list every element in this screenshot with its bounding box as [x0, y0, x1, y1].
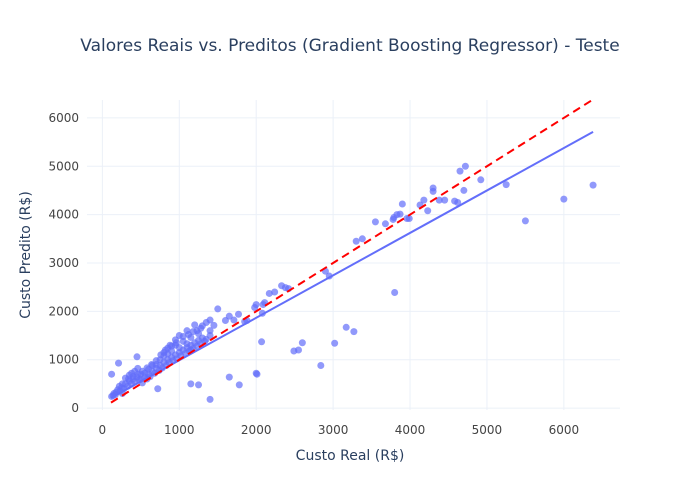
- data-point: [154, 385, 162, 393]
- data-point: [391, 288, 399, 296]
- data-point: [108, 370, 116, 378]
- data-point: [521, 217, 529, 225]
- data-point: [358, 235, 366, 243]
- x-tick-label: 1000: [164, 423, 195, 437]
- data-point: [429, 184, 437, 192]
- data-point: [133, 353, 141, 361]
- data-point: [456, 167, 464, 175]
- data-point: [191, 321, 199, 329]
- data-point: [115, 359, 123, 367]
- data-point: [420, 196, 428, 204]
- data-point: [560, 195, 568, 203]
- data-point: [214, 305, 222, 313]
- data-point: [253, 370, 261, 378]
- data-point: [381, 220, 389, 228]
- x-tick-label: 2000: [241, 423, 272, 437]
- data-point: [157, 351, 165, 359]
- x-tick-label: 5000: [472, 423, 503, 437]
- y-tick-label: 3000: [48, 256, 79, 270]
- data-point: [441, 196, 449, 204]
- dashed-line: [110, 100, 594, 404]
- y-tick-label: 4000: [48, 208, 79, 222]
- data-point: [352, 237, 360, 245]
- data-point: [477, 176, 485, 184]
- data-point: [125, 375, 133, 383]
- y-tick-label: 1000: [48, 353, 79, 367]
- data-point: [389, 215, 397, 223]
- data-point: [451, 197, 459, 205]
- data-point: [206, 395, 214, 403]
- data-point: [405, 214, 413, 222]
- chart-title: Valores Reais vs. Preditos (Gradient Boo…: [80, 36, 619, 56]
- data-point: [502, 181, 510, 189]
- data-point: [271, 288, 279, 296]
- data-point: [317, 362, 325, 370]
- data-point: [230, 316, 238, 324]
- data-point: [197, 324, 205, 332]
- x-tick-label: 4000: [395, 423, 426, 437]
- y-tick-label: 2000: [48, 304, 79, 318]
- data-point: [235, 381, 243, 389]
- x-tick-label: 3000: [318, 423, 349, 437]
- data-point: [161, 346, 169, 354]
- data-point: [259, 301, 267, 309]
- data-point: [201, 337, 209, 345]
- data-point: [281, 284, 289, 292]
- data-point: [225, 373, 233, 381]
- data-point: [172, 339, 180, 347]
- data-point: [298, 339, 306, 347]
- y-axis-title: Custo Predito (R$): [18, 191, 34, 319]
- y-tick-label: 5000: [48, 159, 79, 173]
- data-point: [371, 218, 379, 226]
- data-point: [424, 207, 432, 215]
- data-point: [166, 341, 174, 349]
- data-point: [342, 323, 350, 331]
- data-point: [252, 301, 260, 309]
- data-point: [206, 327, 214, 335]
- data-point: [396, 210, 404, 218]
- data-point: [461, 162, 469, 170]
- data-point: [265, 289, 273, 297]
- data-point: [435, 196, 443, 204]
- x-tick-label: 0: [99, 423, 107, 437]
- data-point: [179, 337, 187, 345]
- data-point: [295, 346, 303, 354]
- data-point: [460, 186, 468, 194]
- data-point: [350, 328, 358, 336]
- data-point: [221, 317, 229, 325]
- x-axis-title: Custo Real (R$): [296, 448, 405, 464]
- data-point: [589, 181, 597, 189]
- data-point: [258, 338, 266, 346]
- data-point: [187, 380, 195, 388]
- data-point: [152, 357, 160, 365]
- data-point: [210, 321, 218, 329]
- data-point: [235, 310, 243, 318]
- y-tick-label: 0: [71, 401, 79, 415]
- plot-area: [108, 100, 597, 404]
- data-point: [331, 339, 339, 347]
- data-point: [398, 200, 406, 208]
- data-point: [206, 332, 214, 340]
- regression-line: [110, 131, 594, 399]
- x-tick-label: 6000: [549, 423, 580, 437]
- y-tick-label: 6000: [48, 111, 79, 125]
- data-point: [185, 331, 193, 339]
- data-point: [195, 381, 203, 389]
